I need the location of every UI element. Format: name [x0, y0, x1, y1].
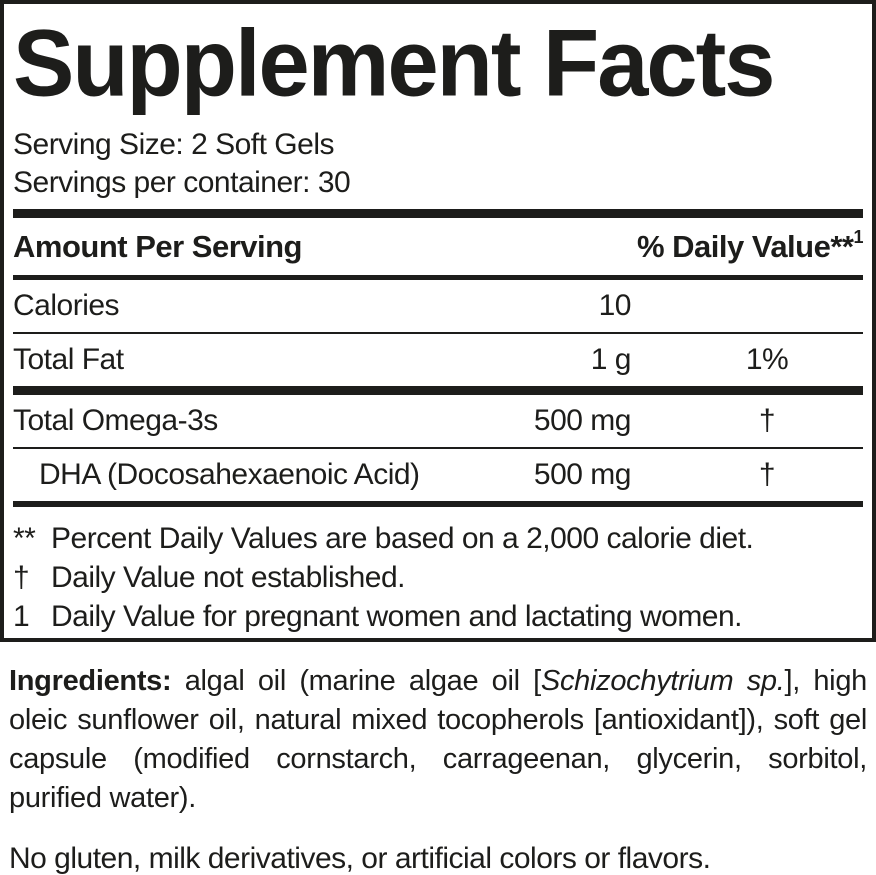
ingredients-text-part1: algal oil (marine algae oil [	[171, 665, 542, 697]
nutrient-daily-value: †	[758, 404, 776, 437]
table-row-dha: DHA (Docosahexaenoic Acid) 500 mg †	[13, 449, 863, 501]
ingredients-text-part2: ], high oleic sunflower oil, natural mix…	[9, 665, 867, 814]
ingredients-paragraph: Ingredients: algal oil (marine algae oil…	[0, 662, 876, 818]
footnote-text: Daily Value not established.	[51, 561, 406, 594]
footnote-pregnant-lactating: 1 Daily Value for pregnant women and lac…	[13, 597, 863, 636]
servings-per-container: Servings per container: 30	[13, 166, 351, 199]
daily-value-footnote-superscript: 1	[853, 226, 863, 247]
nutrient-amount: 1 g	[590, 343, 632, 376]
nutrient-name: DHA (Docosahexaenoic Acid)	[39, 458, 420, 491]
serving-info: Serving Size: 2 Soft Gels Servings per c…	[13, 126, 863, 202]
daily-value-header: % Daily Value**1	[636, 226, 864, 264]
amount-per-serving-header: Amount Per Serving	[13, 228, 303, 264]
footnote-marker: **	[13, 522, 36, 555]
ingredients-label: Ingredients:	[9, 665, 172, 697]
footnote-percent-dv: ** Percent Daily Values are based on a 2…	[13, 519, 863, 558]
nutrient-name: Calories	[13, 289, 120, 322]
nutrient-name: Total Fat	[13, 343, 124, 376]
footnote-dagger: † Daily Value not established.	[13, 558, 863, 597]
table-row-total-fat: Total Fat 1 g 1%	[13, 334, 863, 386]
table-header-row: Amount Per Serving % Daily Value**1	[13, 218, 863, 275]
nutrient-daily-value: †	[758, 458, 776, 491]
supplement-facts-panel: Supplement Facts Serving Size: 2 Soft Ge…	[0, 0, 876, 642]
allergen-statement: No gluten, milk derivatives, or artifici…	[9, 842, 711, 875]
footnote-text: Daily Value for pregnant women and lacta…	[51, 600, 743, 633]
footnote-marker: 1	[13, 600, 30, 633]
nutrient-amount: 500 mg	[533, 404, 632, 437]
thick-rule-top	[13, 209, 863, 218]
nutrient-daily-value: 1%	[745, 343, 789, 376]
row-divider-rule	[13, 332, 863, 334]
table-row-total-omega3s: Total Omega-3s 500 mg †	[13, 395, 863, 447]
table-row-calories: Calories 10	[13, 280, 863, 332]
ingredients-species-name: Schizochytrium sp.	[540, 665, 785, 697]
panel-title: Supplement Facts	[13, 11, 775, 117]
header-divider-rule	[13, 275, 863, 280]
nutrient-amount: 500 mg	[533, 458, 632, 491]
thick-rule-mid	[13, 386, 863, 395]
footnote-text: Percent Daily Values are based on a 2,00…	[51, 522, 754, 555]
nutrient-amount: 10	[598, 289, 632, 322]
footnote-marker: †	[13, 561, 30, 594]
footnote-divider-rule	[13, 501, 863, 507]
footnotes-section: ** Percent Daily Values are based on a 2…	[13, 507, 863, 636]
row-divider-rule	[13, 447, 863, 449]
nutrient-name: Total Omega-3s	[13, 404, 218, 437]
serving-size: Serving Size: 2 Soft Gels	[13, 128, 335, 161]
